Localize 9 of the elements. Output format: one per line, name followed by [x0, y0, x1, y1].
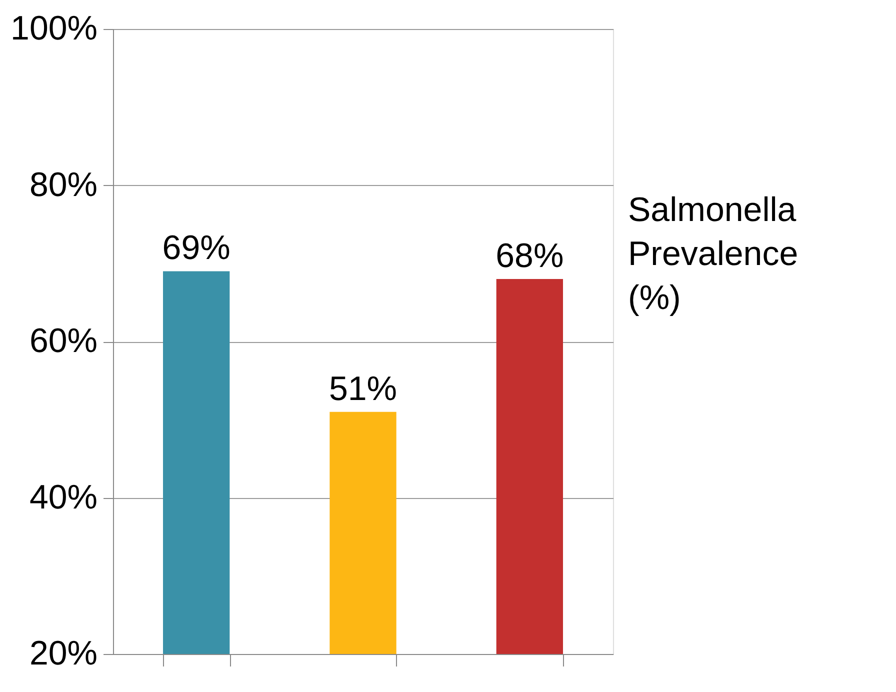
y-tick-label: 80% — [29, 166, 98, 204]
data-label: 68% — [496, 237, 564, 275]
y-tick-label: 100% — [10, 10, 98, 48]
text: Salmonella Prevalence (%) — [628, 191, 798, 317]
y-tick-label: 40% — [29, 478, 98, 516]
y-tick-label: 20% — [29, 634, 98, 672]
data-label: 69% — [162, 229, 230, 268]
data-label: 51% — [328, 370, 398, 408]
y-tick-label: 60% — [29, 322, 98, 360]
